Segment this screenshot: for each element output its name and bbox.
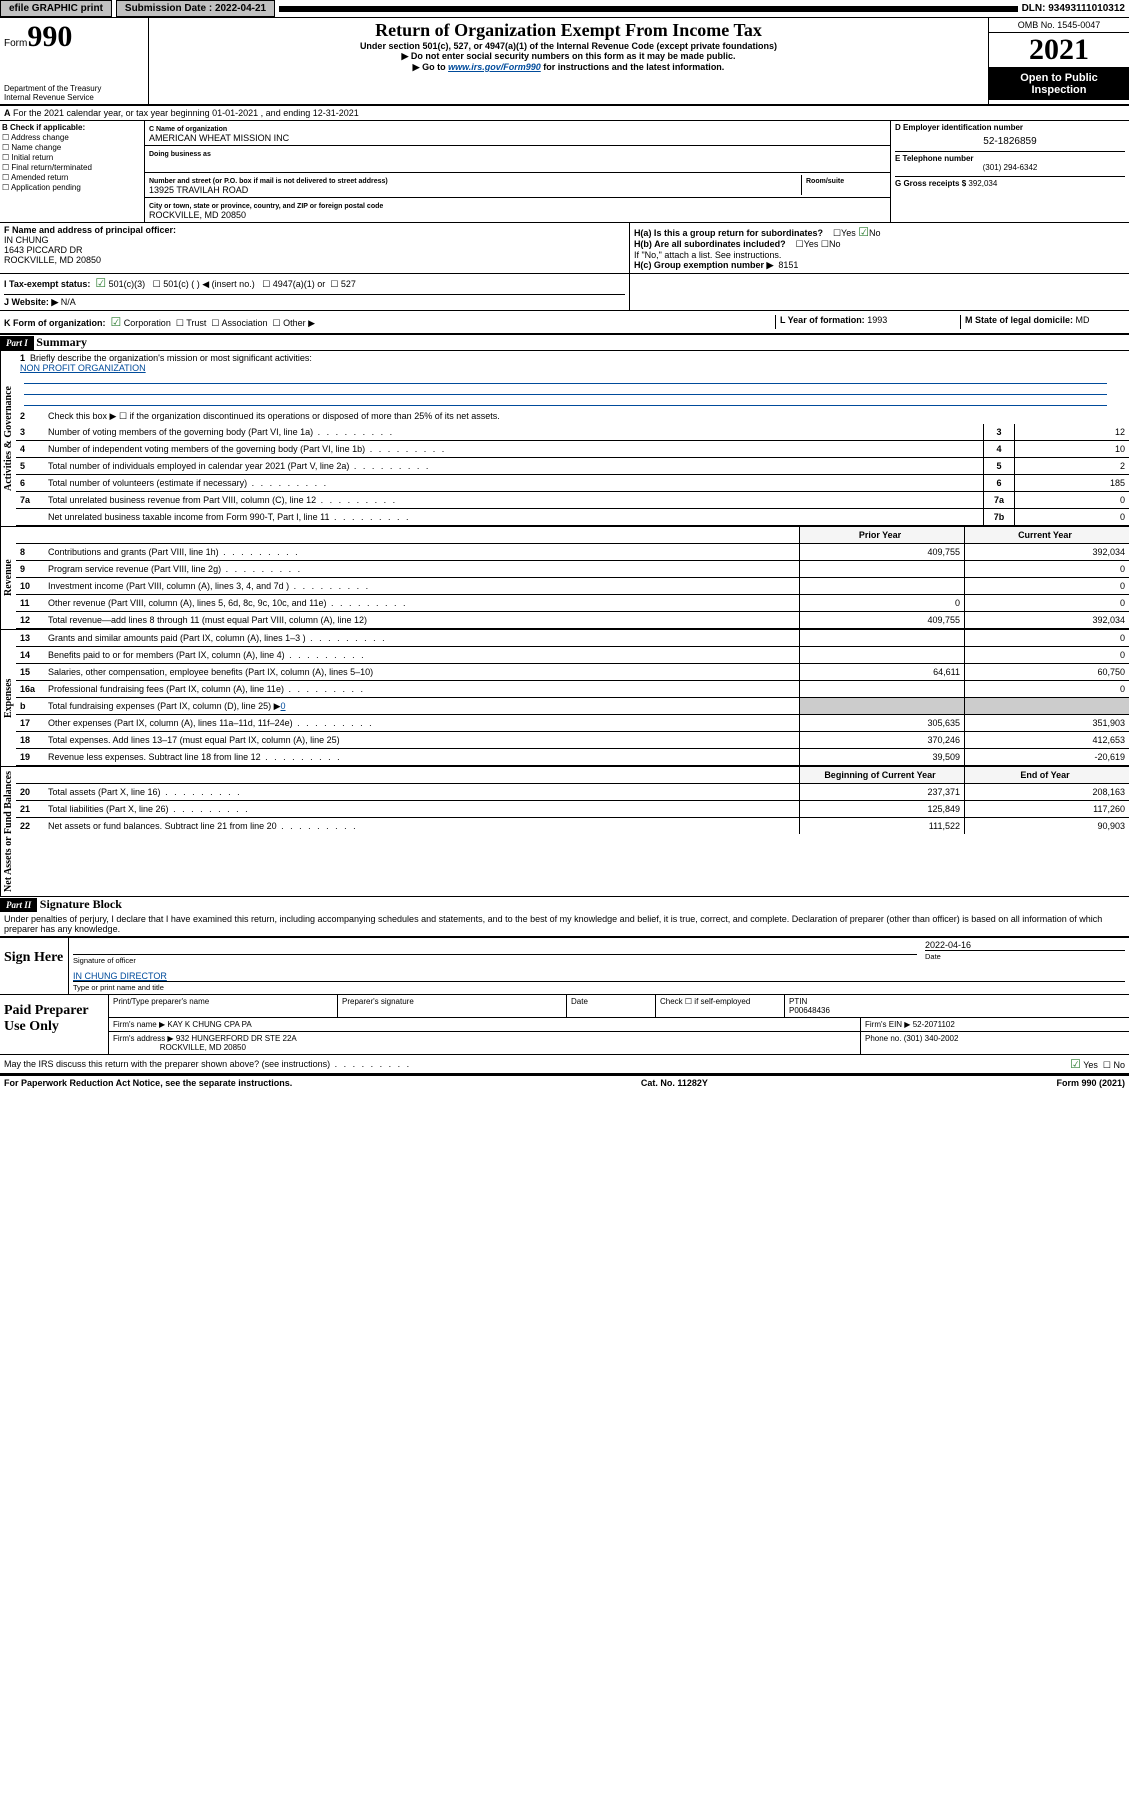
vlabel-netassets: Net Assets or Fund Balances (0, 767, 16, 896)
vlabel-revenue: Revenue (0, 527, 16, 629)
form-number: 990 (27, 20, 72, 53)
org-city: ROCKVILLE, MD 20850 (149, 210, 246, 220)
year-formation: 1993 (867, 315, 887, 325)
irs-link[interactable]: www.irs.gov/Form990 (448, 62, 541, 72)
page-footer: For Paperwork Reduction Act Notice, see … (0, 1074, 1129, 1090)
l17-prior: 305,635 (799, 715, 964, 731)
firm-phone: (301) 340-2002 (904, 1034, 959, 1043)
submission-date-button[interactable]: Submission Date : 2022-04-21 (116, 0, 275, 17)
vlabel-expenses: Expenses (0, 630, 16, 766)
ein-value: 52-1826859 (895, 136, 1125, 147)
chk-pending[interactable]: ☐ Application pending (2, 183, 142, 192)
ptin-value: P00648436 (789, 1006, 830, 1015)
l7a-value: 0 (1014, 492, 1129, 508)
inspection-badge: Open to Public Inspection (989, 68, 1129, 100)
l12-current: 392,034 (964, 612, 1129, 628)
spacer-bar (279, 6, 1017, 12)
l20-prior: 237,371 (799, 784, 964, 800)
l18-current: 412,653 (964, 732, 1129, 748)
officer-name: IN CHUNG (4, 235, 49, 245)
col-b: B Check if applicable: ☐ Address change … (0, 121, 145, 222)
l20-current: 208,163 (964, 784, 1129, 800)
form-header: Form990 Department of the Treasury Inter… (0, 18, 1129, 106)
l19-prior: 39,509 (799, 749, 964, 765)
vlabel-governance: Activities & Governance (0, 351, 16, 526)
officer-sig-name: IN CHUNG DIRECTOR (73, 971, 1125, 981)
col-d: D Employer identification number 52-1826… (891, 121, 1129, 222)
website-value: N/A (61, 297, 76, 307)
l4-value: 10 (1014, 441, 1129, 457)
paid-preparer-label: Paid Preparer Use Only (0, 995, 109, 1054)
sig-date: 2022-04-16 (925, 940, 1125, 950)
form-title: Return of Organization Exempt From Incom… (151, 20, 986, 41)
chk-address[interactable]: ☐ Address change (2, 133, 142, 142)
l8-current: 392,034 (964, 544, 1129, 560)
section-bcd: B Check if applicable: ☐ Address change … (0, 121, 1129, 223)
chk-final[interactable]: ☐ Final return/terminated (2, 163, 142, 172)
gross-value: 392,034 (968, 179, 997, 188)
part2-header: Part II Signature Block (0, 897, 1129, 912)
dln: DLN: 93493111010312 (1022, 3, 1129, 14)
phone-value: (301) 294-6342 (895, 163, 1125, 172)
org-address: 13925 TRAVILAH ROAD (149, 185, 248, 195)
header-sub1: Under section 501(c), 527, or 4947(a)(1)… (151, 41, 986, 51)
sig-declaration: Under penalties of perjury, I declare th… (0, 912, 1129, 936)
l8-prior: 409,755 (799, 544, 964, 560)
l3-value: 12 (1014, 424, 1129, 440)
firm-addr: 932 HUNGERFORD DR STE 22A (176, 1034, 297, 1043)
l15-current: 60,750 (964, 664, 1129, 680)
chk-amended[interactable]: ☐ Amended return (2, 173, 142, 182)
dept-label: Department of the Treasury (4, 84, 144, 93)
mission-text: NON PROFIT ORGANIZATION (20, 363, 1125, 373)
l21-current: 117,260 (964, 801, 1129, 817)
submission-date-value: 2022-04-21 (215, 3, 266, 14)
chk-name[interactable]: ☐ Name change (2, 143, 142, 152)
header-sub3: ▶ Go to www.irs.gov/Form990 for instruct… (151, 62, 986, 73)
l17-current: 351,903 (964, 715, 1129, 731)
tax-year: 2021 (989, 33, 1129, 68)
chk-initial[interactable]: ☐ Initial return (2, 153, 142, 162)
form-word: Form (4, 38, 27, 49)
submission-date-label: Submission Date : (125, 3, 212, 14)
l15-prior: 64,611 (799, 664, 964, 680)
col-c: C Name of organizationAMERICAN WHEAT MIS… (145, 121, 891, 222)
firm-name: KAY K CHUNG CPA PA (167, 1020, 251, 1029)
l7b-value: 0 (1014, 509, 1129, 525)
state-domicile: MD (1076, 315, 1090, 325)
efile-button[interactable]: efile GRAPHIC print (0, 0, 112, 17)
part1-header: Part I Summary (0, 335, 1129, 350)
top-bar: efile GRAPHIC print Submission Date : 20… (0, 0, 1129, 18)
l18-prior: 370,246 (799, 732, 964, 748)
group-exemption: 8151 (778, 260, 798, 270)
l22-prior: 111,522 (799, 818, 964, 834)
line-a: A For the 2021 calendar year, or tax yea… (0, 106, 1129, 121)
firm-ein: 52-2071102 (913, 1020, 955, 1029)
l21-prior: 125,849 (799, 801, 964, 817)
omb-number: OMB No. 1545-0047 (989, 18, 1129, 33)
irs-label: Internal Revenue Service (4, 93, 144, 102)
header-sub2: ▶ Do not enter social security numbers o… (151, 51, 986, 62)
l19-current: -20,619 (964, 749, 1129, 765)
l22-current: 90,903 (964, 818, 1129, 834)
org-name: AMERICAN WHEAT MISSION INC (149, 133, 289, 143)
l6-value: 185 (1014, 475, 1129, 491)
l5-value: 2 (1014, 458, 1129, 474)
sign-here-label: Sign Here (0, 938, 68, 994)
l12-prior: 409,755 (799, 612, 964, 628)
